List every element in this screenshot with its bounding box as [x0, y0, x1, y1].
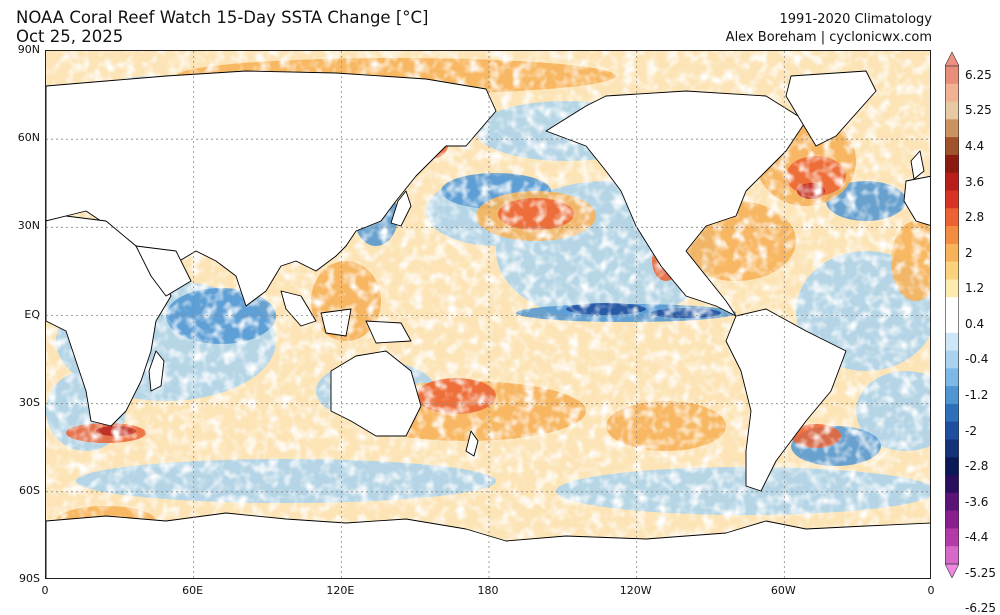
colorbar-segment	[945, 439, 959, 458]
lat-tick-label: 30N	[17, 219, 40, 233]
lat-tick-label: 60S	[19, 483, 40, 497]
lon-tick-label: 0	[927, 584, 935, 597]
colorbar-tick-label: -6.25	[965, 601, 997, 615]
colorbar-tick-label: 2.8	[965, 210, 985, 225]
colorbar-segment	[945, 475, 959, 494]
colorbar-tick-label: 3.6	[965, 174, 985, 189]
colorbar-segment	[945, 368, 959, 387]
colorbar-segment	[945, 492, 959, 512]
colorbar-tick-label: 5.25	[965, 103, 992, 118]
colorbar-segment	[945, 119, 959, 138]
colorbar-tick-label: -1.2	[965, 388, 989, 403]
colorbar-segment	[945, 154, 959, 174]
colorbar-segment	[945, 350, 959, 369]
colorbar-segment	[945, 403, 959, 423]
colorbar-tick-label: -2.8	[965, 459, 989, 474]
colorbar-segment	[945, 137, 959, 156]
lon-tick-label: 0	[41, 584, 49, 597]
colorbar-tick-label: -4.4	[965, 530, 989, 545]
colorbar-segment	[945, 261, 959, 280]
colorbar-tick-label: 6.25	[965, 67, 992, 82]
colorbar-segment	[945, 279, 959, 298]
colorbar-segment	[945, 208, 959, 227]
map-title: NOAA Coral Reef Watch 15-Day SSTA Change…	[16, 8, 429, 27]
colorbar-tick-label: -0.4	[965, 352, 989, 367]
colorbar-tick-label: 0.4	[965, 316, 985, 331]
colorbar	[945, 52, 959, 578]
colorbar-segment	[945, 297, 959, 316]
colorbar-segment	[945, 172, 959, 191]
colorbar-segment	[945, 510, 959, 529]
colorbar-tick-label: 1.2	[965, 281, 985, 296]
lon-tick-label: 60E	[182, 584, 204, 597]
map-gridlines	[46, 51, 930, 578]
title-block: NOAA Coral Reef Watch 15-Day SSTA Change…	[16, 8, 428, 46]
colorbar-tick-label: -3.6	[965, 494, 989, 509]
lon-tick-label: 120E	[326, 584, 355, 597]
lat-tick-label: 30S	[19, 395, 40, 409]
colorbar-segment	[945, 528, 959, 547]
lon-tick-label: 180	[477, 584, 499, 597]
colorbar-segment	[945, 101, 959, 120]
colorbar-tick-label: -5.25	[965, 565, 997, 580]
colorbar-segment	[945, 332, 959, 352]
lat-tick-label: 90N	[17, 43, 40, 56]
colorbar-segment	[945, 66, 959, 85]
colorbar-segment	[945, 243, 959, 263]
colorbar-segment	[945, 421, 959, 440]
lon-tick-label: 120W	[619, 584, 652, 597]
climatology-label: 1991-2020 Climatology	[779, 12, 932, 27]
colorbar-segment	[945, 457, 959, 476]
lat-tick-label: EQ	[24, 307, 40, 321]
colorbar-segment	[945, 315, 959, 334]
colorbar-segment	[945, 546, 959, 565]
author-credit: Alex Boreham | cyclonicwx.com	[725, 30, 932, 45]
colorbar-tick-label: -2	[965, 423, 977, 438]
lat-tick-label: 90S	[19, 572, 40, 585]
colorbar-segment	[945, 83, 959, 103]
colorbar-segment	[945, 386, 959, 405]
ssta-map[interactable]	[45, 50, 931, 579]
lon-tick-label: 60W	[770, 584, 796, 597]
colorbar-max-arrow	[945, 52, 959, 67]
landmasses	[46, 70, 930, 578]
colorbar-tick-label: 4.4	[965, 139, 985, 154]
map-canvas	[46, 51, 930, 578]
colorbar-outline	[945, 65, 959, 565]
credit-block: 1991-2020 Climatology Alex Boreham | cyc…	[726, 11, 932, 47]
colorbar-segment	[945, 226, 959, 245]
colorbar-min-arrow	[945, 563, 959, 578]
colorbar-segment	[945, 190, 959, 209]
colorbar-tick-label: 2	[965, 245, 973, 260]
lat-tick-label: 60N	[17, 131, 40, 145]
map-date: Oct 25, 2025	[16, 27, 124, 46]
